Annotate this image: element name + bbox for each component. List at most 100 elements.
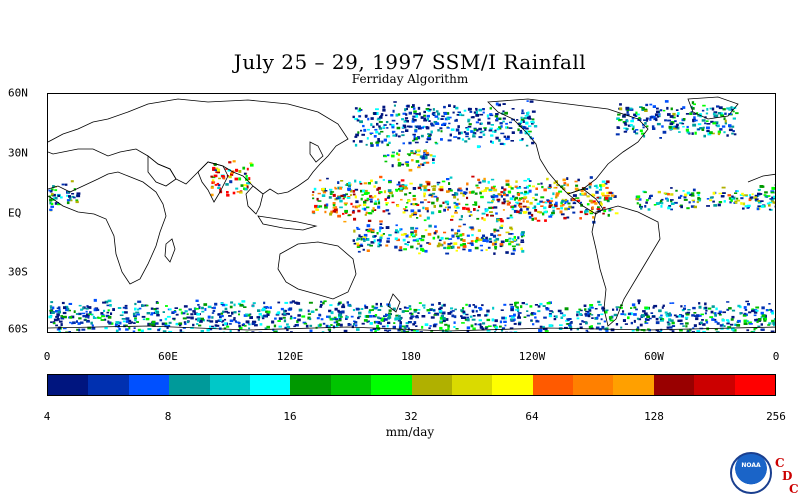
rain-pixel bbox=[622, 114, 626, 118]
rain-pixel bbox=[522, 205, 527, 208]
rain-pixel bbox=[528, 216, 532, 219]
rain-pixel bbox=[605, 186, 609, 189]
rain-pixel bbox=[515, 180, 518, 183]
rain-pixel bbox=[335, 197, 340, 200]
rain-pixel bbox=[377, 316, 380, 319]
rain-pixel bbox=[723, 131, 726, 134]
rain-pixel bbox=[604, 310, 608, 314]
rain-pixel bbox=[246, 182, 251, 185]
rain-pixel bbox=[421, 156, 426, 160]
rain-pixel bbox=[302, 321, 307, 324]
rain-pixel bbox=[56, 313, 60, 316]
rain-pixel bbox=[58, 330, 61, 332]
rain-pixel bbox=[431, 201, 435, 205]
rain-pixel bbox=[238, 310, 241, 313]
south-america-coastline bbox=[591, 205, 661, 327]
rain-pixel bbox=[467, 120, 470, 123]
rain-pixel bbox=[471, 234, 474, 237]
rain-pixel bbox=[322, 301, 325, 305]
rain-pixel bbox=[764, 195, 768, 198]
rain-pixel bbox=[691, 331, 695, 332]
rain-pixel bbox=[511, 245, 516, 248]
rain-pixel bbox=[505, 179, 510, 183]
rain-pixel bbox=[362, 236, 367, 239]
rain-pixel bbox=[505, 126, 508, 129]
rain-pixel bbox=[732, 130, 735, 133]
rain-pixel bbox=[434, 141, 437, 144]
rain-pixel bbox=[55, 315, 59, 318]
rain-pixel bbox=[339, 323, 343, 327]
rain-pixel bbox=[485, 249, 488, 251]
rain-pixel bbox=[425, 126, 430, 130]
rain-pixel bbox=[656, 110, 660, 114]
rain-pixel bbox=[419, 331, 423, 332]
rain-pixel bbox=[382, 233, 385, 235]
rain-pixel bbox=[452, 315, 456, 318]
colorbar-swatch bbox=[48, 375, 89, 395]
rain-pixel bbox=[291, 300, 295, 303]
rain-pixel bbox=[78, 328, 81, 332]
rain-pixel bbox=[530, 312, 535, 315]
rain-pixel bbox=[753, 309, 758, 311]
rain-pixel bbox=[109, 304, 112, 307]
rain-pixel bbox=[486, 309, 490, 313]
rain-pixel bbox=[225, 168, 228, 170]
rain-pixel bbox=[479, 122, 482, 125]
rain-pixel bbox=[565, 319, 569, 322]
rain-pixel bbox=[362, 124, 365, 128]
rain-pixel bbox=[517, 322, 522, 326]
rain-pixel bbox=[215, 167, 219, 170]
rain-pixel bbox=[371, 308, 374, 311]
rain-pixel bbox=[97, 316, 100, 319]
rain-pixel bbox=[499, 320, 503, 324]
rain-pixel bbox=[395, 314, 399, 317]
rain-pixel bbox=[726, 308, 730, 311]
rain-pixel bbox=[641, 109, 645, 111]
rain-pixel bbox=[706, 123, 711, 125]
rain-pixel bbox=[625, 127, 629, 130]
rain-pixel bbox=[521, 235, 524, 238]
rain-pixel bbox=[597, 300, 601, 304]
rain-pixel bbox=[499, 243, 504, 246]
rain-pixel bbox=[166, 315, 171, 318]
rain-pixel bbox=[416, 203, 420, 206]
rain-pixel bbox=[235, 187, 239, 190]
rain-pixel bbox=[638, 318, 642, 321]
rain-pixel bbox=[128, 322, 132, 325]
rain-pixel bbox=[375, 328, 379, 331]
rain-pixel bbox=[432, 111, 436, 114]
rain-pixel bbox=[182, 312, 186, 315]
rain-pixel bbox=[132, 330, 136, 332]
rain-pixel bbox=[513, 331, 518, 332]
rain-pixel bbox=[620, 306, 623, 309]
rain-pixel bbox=[698, 302, 701, 305]
rain-pixel bbox=[718, 106, 723, 110]
rain-pixel bbox=[717, 132, 721, 136]
rain-pixel bbox=[725, 319, 730, 322]
rain-pixel bbox=[522, 211, 527, 214]
rain-pixel bbox=[408, 141, 412, 145]
rain-pixel bbox=[328, 315, 331, 319]
rain-pixel bbox=[589, 212, 594, 215]
rain-pixel bbox=[467, 209, 471, 212]
rain-pixel bbox=[398, 249, 403, 252]
rain-pixel bbox=[382, 179, 385, 181]
rain-pixel bbox=[394, 231, 398, 234]
rain-pixel bbox=[106, 315, 110, 317]
rain-pixel bbox=[426, 309, 431, 312]
rain-pixel bbox=[495, 102, 499, 106]
rain-pixel bbox=[448, 122, 451, 125]
rain-pixel bbox=[576, 313, 579, 317]
rain-pixel bbox=[463, 191, 468, 194]
rain-pixel bbox=[623, 122, 627, 125]
rain-pixel bbox=[759, 185, 764, 188]
rain-pixel bbox=[482, 111, 485, 114]
rain-pixel bbox=[602, 212, 605, 215]
rain-pixel bbox=[499, 142, 504, 145]
rain-pixel bbox=[499, 325, 502, 328]
rain-pixel bbox=[352, 239, 355, 242]
rain-pixel bbox=[555, 193, 559, 197]
rain-pixel bbox=[606, 180, 610, 184]
rain-pixel bbox=[525, 121, 529, 125]
rain-pixel bbox=[451, 194, 456, 196]
